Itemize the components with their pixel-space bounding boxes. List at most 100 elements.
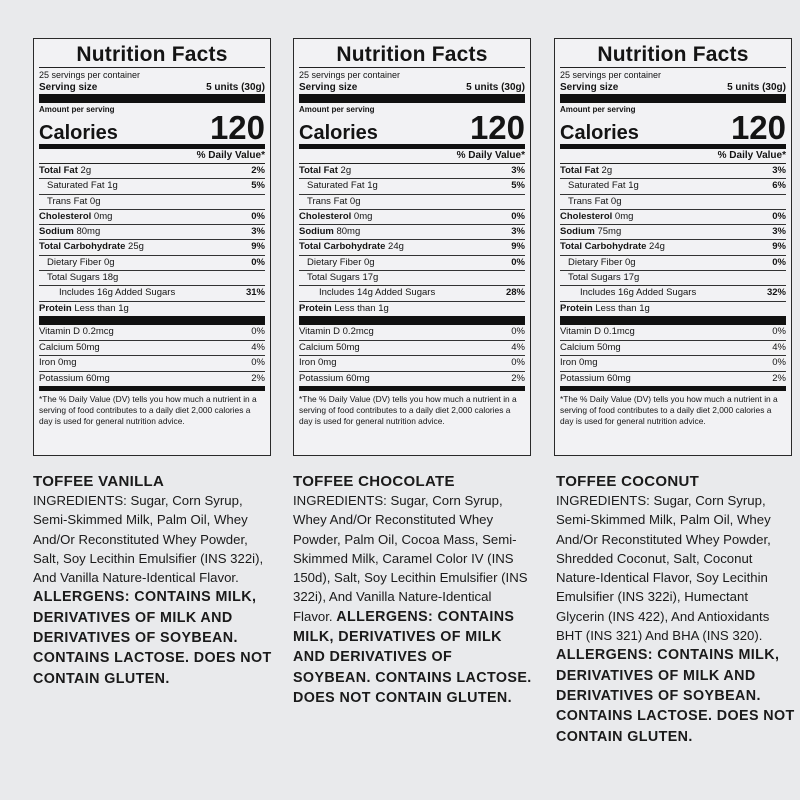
amount-per-serving: Amount per serving xyxy=(560,105,636,114)
nutrient-row: Trans Fat 0g xyxy=(39,193,265,209)
daily-value-footnote: *The % Daily Value (DV) tells you how mu… xyxy=(39,394,257,426)
vitamin-daily-value: 4% xyxy=(251,341,265,353)
nutrient-daily-value: 3% xyxy=(511,165,525,176)
panel-title: Nutrition Facts xyxy=(597,43,749,66)
nutrient-amount: Total Sugars 18g xyxy=(47,272,119,284)
nutrient-row: Cholesterol 0mg 0% xyxy=(560,208,786,224)
nutrient-daily-value: 3% xyxy=(251,226,265,238)
vitamin-amount: Potassium 60mg xyxy=(39,372,110,384)
nutrient-name: Protein xyxy=(560,302,593,314)
vitamin-row: Iron 0mg 0% xyxy=(39,355,265,371)
ingredients-block: TOFFEE CHOCOLATE INGREDIENTS: Sugar, Cor… xyxy=(293,472,533,708)
nutrient-row: Trans Fat 0g xyxy=(560,193,786,209)
ingredients-list: INGREDIENTS: Sugar, Corn Syrup, Whey And… xyxy=(293,493,528,624)
flavor-name: TOFFEE VANILLA xyxy=(33,473,165,490)
nutrient-amount: 0mg xyxy=(91,210,113,222)
serving-size-label: Serving size xyxy=(299,82,358,93)
nutrient-daily-value: 9% xyxy=(251,241,265,253)
vitamin-row: Calcium 50mg 4% xyxy=(299,339,525,356)
nutrient-daily-value: 3% xyxy=(772,226,786,238)
flavor-name: TOFFEE COCONUT xyxy=(556,473,700,490)
nutrient-row: Sodium 80mg 3% xyxy=(299,224,525,239)
nutrient-daily-value: 0% xyxy=(511,210,525,222)
nutrient-amount: Includes 14g Added Sugars xyxy=(319,287,436,299)
nutrient-daily-value: 0% xyxy=(251,256,265,268)
nutrition-facts-panel: Nutrition Facts 25 servings per containe… xyxy=(293,38,531,456)
nutrient-amount: Dietary Fiber 0g xyxy=(47,256,115,268)
nutrient-amount: 80mg xyxy=(333,226,361,238)
vitamin-amount: Vitamin D 0.2mcg xyxy=(39,325,114,337)
nutrient-row: Total Fat 2g 3% xyxy=(299,164,525,178)
panel-title: Nutrition Facts xyxy=(76,43,228,66)
nutrient-name: Total Fat xyxy=(560,165,599,176)
serving-size-label: Serving size xyxy=(39,82,98,93)
nutrient-daily-value: 3% xyxy=(511,226,525,238)
vitamin-daily-value: 0% xyxy=(251,357,265,369)
nutrient-amount: 80mg xyxy=(73,226,101,238)
vitamin-daily-value: 0% xyxy=(772,357,786,369)
nutrition-facts-panel: Nutrition Facts 25 servings per containe… xyxy=(33,38,271,456)
amount-per-serving: Amount per serving xyxy=(299,105,375,114)
serving-size-row: Serving size 5 units (30g) xyxy=(299,81,525,94)
vitamin-daily-value: 0% xyxy=(511,357,525,369)
calories-row: Calories 120 xyxy=(39,111,265,144)
nutrient-row: Saturated Fat 1g 6% xyxy=(560,178,786,193)
vitamin-amount: Iron 0mg xyxy=(39,357,77,369)
serving-size-value: 5 units (30g) xyxy=(727,82,786,93)
nutrient-amount: Trans Fat 0g xyxy=(307,195,361,207)
allergens-statement: ALLERGENS: CONTAINS MILK, DERIVATIVES OF… xyxy=(556,647,795,745)
nutrient-row: Includes 16g Added Sugars 31% xyxy=(39,285,265,300)
daily-value-header: % Daily Value* xyxy=(196,150,265,161)
nutrient-row: Dietary Fiber 0g 0% xyxy=(560,254,786,270)
serving-size-value: 5 units (30g) xyxy=(466,82,525,93)
ingredients-list: INGREDIENTS: Sugar, Corn Syrup, Semi-Ski… xyxy=(33,493,264,586)
nutrient-row: Total Carbohydrate 25g 9% xyxy=(39,239,265,254)
vitamin-amount: Iron 0mg xyxy=(299,357,337,369)
nutrient-amount: Less than 1g xyxy=(592,302,650,314)
nutrient-amount: 75mg xyxy=(594,226,622,238)
nutrient-name: Sodium xyxy=(39,226,74,238)
nutrient-daily-value: 28% xyxy=(505,287,525,299)
ingredients-block: TOFFEE COCONUT INGREDIENTS: Sugar, Corn … xyxy=(556,472,796,747)
vitamin-row: Potassium 60mg 2% xyxy=(560,370,786,387)
calories-row: Calories 120 xyxy=(560,111,786,144)
daily-value-footnote: *The % Daily Value (DV) tells you how mu… xyxy=(560,394,778,426)
vitamin-amount: Calcium 50mg xyxy=(560,341,621,353)
nutrient-row: Sodium 80mg 3% xyxy=(39,224,265,239)
nutrient-row: Sodium 75mg 3% xyxy=(560,224,786,239)
nutrient-row: Protein Less than 1g xyxy=(39,300,265,316)
vitamin-daily-value: 4% xyxy=(511,341,525,353)
nutrient-amount: 25g xyxy=(125,241,144,253)
ingredients-list: INGREDIENTS: Sugar, Corn Syrup, Semi-Ski… xyxy=(556,493,771,644)
nutrient-daily-value: 2% xyxy=(251,165,265,176)
serving-size-label: Serving size xyxy=(560,82,619,93)
nutrient-row: Includes 14g Added Sugars 28% xyxy=(299,285,525,300)
nutrient-amount: 24g xyxy=(385,241,404,253)
nutrient-daily-value: 31% xyxy=(245,287,265,299)
nutrient-daily-value: 5% xyxy=(251,180,265,192)
nutrient-row: Total Carbohydrate 24g 9% xyxy=(560,239,786,254)
nutrient-daily-value: 9% xyxy=(772,241,786,253)
nutrient-daily-value: 0% xyxy=(772,210,786,222)
vitamin-daily-value: 4% xyxy=(772,341,786,353)
calories-label: Calories xyxy=(299,122,378,144)
nutrient-daily-value: 3% xyxy=(772,165,786,176)
nutrient-amount: Total Sugars 17g xyxy=(568,272,640,284)
nutrient-amount: Includes 16g Added Sugars xyxy=(580,287,697,299)
vitamin-row: Iron 0mg 0% xyxy=(560,355,786,371)
nutrient-name: Sodium xyxy=(299,226,334,238)
vitamin-row: Iron 0mg 0% xyxy=(299,355,525,371)
flavor-name: TOFFEE CHOCOLATE xyxy=(293,473,455,490)
amount-per-serving: Amount per serving xyxy=(39,105,115,114)
servings-per-container: 25 servings per container xyxy=(560,70,662,80)
vitamin-amount: Calcium 50mg xyxy=(39,341,100,353)
nutrient-amount: Includes 16g Added Sugars xyxy=(59,287,176,299)
nutrient-amount: Dietary Fiber 0g xyxy=(568,256,636,268)
nutrient-row: Dietary Fiber 0g 0% xyxy=(299,254,525,270)
nutrient-name: Cholesterol xyxy=(560,210,613,222)
nutrient-row: Saturated Fat 1g 5% xyxy=(299,178,525,193)
nutrient-daily-value: 0% xyxy=(772,256,786,268)
nutrient-row: Cholesterol 0mg 0% xyxy=(299,208,525,224)
daily-value-footnote: *The % Daily Value (DV) tells you how mu… xyxy=(299,394,517,426)
nutrient-amount: Less than 1g xyxy=(331,302,389,314)
